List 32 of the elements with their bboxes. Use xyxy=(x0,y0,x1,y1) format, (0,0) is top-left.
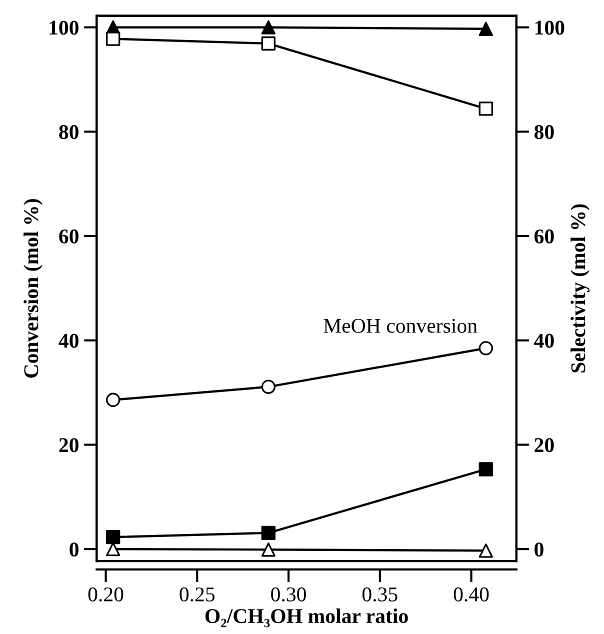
y2-tick-label: 0 xyxy=(534,542,544,557)
y2-tick-label: 60 xyxy=(534,229,554,244)
y-tick-label: 80 xyxy=(59,125,78,140)
y-tick-label: 20 xyxy=(59,438,78,452)
y-tick-label: 100 xyxy=(50,20,78,35)
point xyxy=(106,32,120,46)
point xyxy=(261,526,276,540)
point xyxy=(106,542,120,556)
y2-tick-label: 80 xyxy=(534,125,554,140)
y-tick-label: 0 xyxy=(70,542,78,557)
y2-tick-label: 100 xyxy=(535,20,564,35)
point xyxy=(261,20,276,34)
y-axis-title: Conversion (mol %) xyxy=(24,199,42,378)
x-tick-label: 0.30 xyxy=(271,587,306,602)
x-tick-label: 0.40 xyxy=(454,587,489,602)
point xyxy=(478,544,493,558)
x-tick-label: 0.25 xyxy=(180,587,215,602)
x-axis-title: O₂/CH₃OH molar ratio xyxy=(205,608,408,628)
point xyxy=(261,36,276,51)
point xyxy=(478,462,493,476)
point xyxy=(478,22,493,36)
x-tick-label: 0.20 xyxy=(88,587,124,602)
y-tick-label: 60 xyxy=(59,229,78,244)
y2-axis-title: Selectivity (mol %) xyxy=(570,204,590,372)
y2-tick-label: 20 xyxy=(534,438,554,452)
y-tick-label: 40 xyxy=(58,334,78,348)
annotation: MeOH conversion xyxy=(324,318,478,333)
point xyxy=(261,542,276,557)
point xyxy=(106,530,120,544)
point xyxy=(478,102,493,116)
x-tick-label: 0.35 xyxy=(362,587,398,602)
y2-tick-label: 40 xyxy=(534,334,554,348)
